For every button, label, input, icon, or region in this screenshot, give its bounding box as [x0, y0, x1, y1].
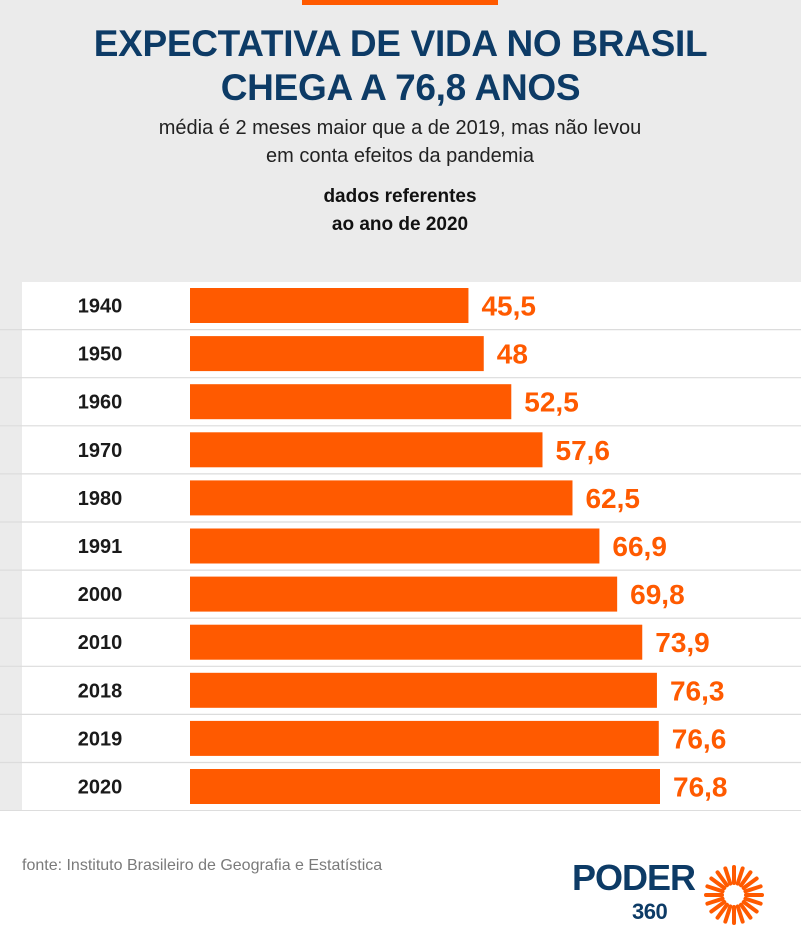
- subtitle: média é 2 meses maior que a de 2019, mas…: [150, 114, 650, 170]
- value-label: 52,5: [524, 387, 579, 418]
- title-line-2: CHEGA A 76,8 ANOS: [220, 67, 581, 108]
- bar: [190, 528, 600, 564]
- source-note: fonte: Instituto Brasileiro de Geografia…: [22, 857, 383, 874]
- sun-ray: [709, 900, 727, 914]
- sun-ray: [705, 884, 725, 894]
- sun-ray: [723, 904, 733, 924]
- sun-ray: [723, 866, 733, 886]
- value-label: 69,8: [630, 579, 685, 610]
- bar: [190, 384, 512, 420]
- sun-ray: [743, 896, 763, 906]
- value-label: 76,3: [670, 675, 725, 706]
- value-label: 76,8: [673, 772, 728, 803]
- sun-ray: [741, 900, 759, 914]
- bar: [190, 288, 469, 323]
- title-line-1: EXPECTATIVA DE VIDA NO BRASIL: [93, 23, 708, 64]
- category-label: 2000: [78, 584, 123, 606]
- sun-ray: [741, 876, 759, 890]
- value-label: 57,6: [556, 435, 611, 466]
- logo-word: PODER: [572, 857, 696, 898]
- subtitle-line-1: média é 2 meses maior que a de 2019, mas…: [158, 117, 642, 139]
- category-label: 1960: [78, 392, 123, 414]
- sun-ray: [739, 870, 753, 888]
- sun-ray: [715, 902, 729, 920]
- bar: [190, 624, 643, 660]
- sun-ray: [705, 896, 725, 906]
- bar: [190, 576, 618, 612]
- sun-ray: [743, 884, 763, 894]
- category-label: 1970: [78, 440, 123, 462]
- bar-chart: 1940 45,5 1950 48 1960 52,5 1970 57,6 1980 62,5 19…: [0, 282, 801, 810]
- page-title: EXPECTATIVA DE VIDA NO BRASIL CHEGA A 76…: [0, 22, 801, 110]
- sun-burst-icon: [704, 865, 764, 925]
- bar: [190, 672, 657, 708]
- category-label: 1980: [78, 488, 123, 510]
- category-label: 2010: [78, 632, 123, 654]
- logo-number: 360: [632, 899, 668, 924]
- value-label: 76,6: [672, 723, 727, 754]
- value-label: 73,9: [655, 627, 710, 658]
- data-note-line-2: ao ano de 2020: [331, 214, 469, 235]
- top-accent-bar: [302, 0, 498, 5]
- bar: [190, 480, 573, 516]
- category-label: 1991: [78, 536, 123, 558]
- bar: [190, 720, 659, 756]
- category-panel: [22, 282, 180, 810]
- category-label: 2019: [78, 728, 123, 750]
- footer-divider: [0, 810, 801, 811]
- category-label: 1950: [78, 344, 123, 366]
- data-note-line-1: dados referentes: [323, 186, 477, 207]
- sun-ray: [709, 876, 727, 890]
- bar: [190, 432, 543, 468]
- value-label: 48: [497, 339, 528, 370]
- poder360-logo: PODER 360: [572, 853, 772, 933]
- data-note: dados referentes ao ano de 2020: [250, 183, 550, 239]
- sun-ray: [715, 870, 729, 888]
- value-label: 45,5: [481, 291, 536, 322]
- bar: [190, 769, 660, 804]
- bar: [190, 336, 484, 372]
- category-label: 1940: [78, 296, 123, 318]
- sun-ray: [739, 902, 753, 920]
- sun-ray: [735, 866, 745, 886]
- subtitle-line-2: em conta efeitos da pandemia: [266, 145, 534, 167]
- value-label: 66,9: [612, 531, 667, 562]
- sun-ray: [735, 904, 745, 924]
- header-panel: [0, 0, 801, 277]
- category-label: 2018: [78, 680, 123, 702]
- category-label: 2020: [78, 777, 123, 799]
- value-label: 62,5: [585, 483, 640, 514]
